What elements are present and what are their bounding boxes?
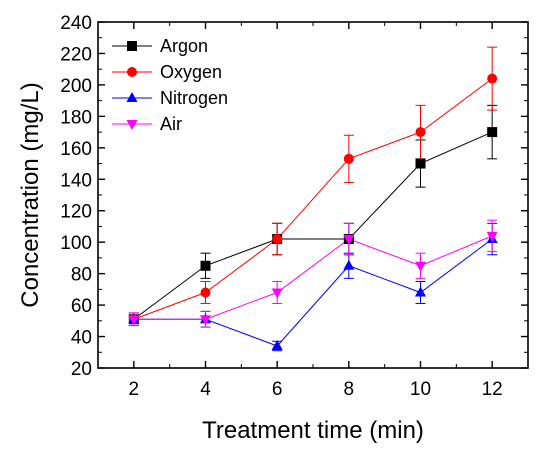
series-line-air [133,235,493,320]
data-point-oxygen [343,153,354,164]
y-axis-title: Concentration (mg/L) [17,82,44,307]
data-point-oxygen [415,127,426,138]
series-lines-layer [133,78,493,347]
legend-marker [126,92,138,102]
y-tick-label: 120 [60,202,92,223]
x-tick-label: 12 [482,379,503,400]
legend-item-argon: Argon [112,36,208,56]
data-point-air [343,235,355,246]
x-tick-label: 10 [410,379,431,400]
y-tick-label: 240 [60,13,92,34]
series-line-oxygen [133,78,493,320]
legend-marker [127,41,137,51]
data-point-nitrogen [415,286,426,297]
y-tick-label: 20 [71,359,92,380]
legend-label: Argon [160,36,208,56]
data-point-argon [487,127,498,138]
y-tick-label: 60 [71,296,92,317]
x-tick-label: 2 [129,379,140,400]
data-point-oxygen [272,234,283,245]
x-axis-title: Treatment time (min) [202,417,424,444]
data-point-air [415,261,426,272]
data-point-air [200,315,211,326]
data-point-oxygen [487,73,498,84]
legend-label: Nitrogen [160,88,228,108]
ticks-layer: 20 40 60 80 100 120 140 160 180 200 220 240 2 4 6 8 10 12 [60,13,528,400]
data-point-argon [415,158,426,169]
series-line-nitrogen [133,238,493,347]
legend-label: Air [160,114,182,134]
y-tick-label: 140 [60,170,92,191]
legend-item-oxygen: Oxygen [112,62,222,82]
data-point-nitrogen [343,259,355,270]
x-tick-label: 6 [272,379,283,400]
data-point-air [271,288,283,299]
y-tick-label: 220 [60,44,92,65]
y-tick-label: 180 [60,107,92,128]
legend-marker [127,67,137,77]
data-point-air [128,315,140,326]
y-tick-label: 160 [60,139,92,160]
series-line-argon [133,131,493,320]
x-tick-label: 4 [200,379,211,400]
data-point-oxygen [200,287,211,298]
legend-marker [126,120,138,130]
y-tick-label: 40 [71,328,92,349]
legend-item-nitrogen: Nitrogen [112,88,228,108]
legend: Argon Oxygen Nitrogen Air [112,36,228,134]
data-point-nitrogen [271,339,283,350]
y-tick-label: 200 [60,76,92,97]
legend-label: Oxygen [160,62,222,82]
legend-item-air: Air [112,114,182,134]
y-tick-label: 80 [71,265,92,286]
data-point-air [486,231,498,242]
x-tick-label: 8 [344,379,355,400]
y-tick-label: 100 [60,233,92,254]
markers-layer [128,73,498,350]
data-point-argon [200,260,211,271]
